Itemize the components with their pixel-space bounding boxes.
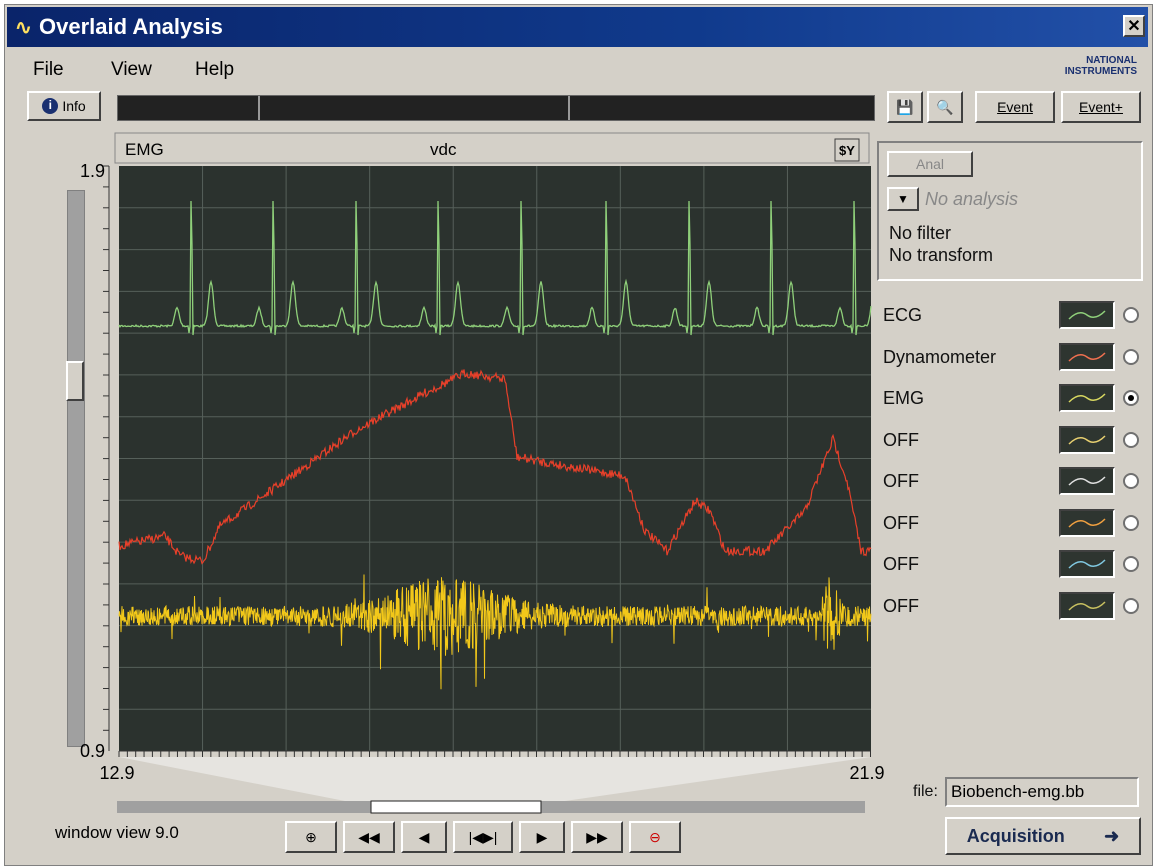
channel-swatch[interactable]	[1059, 342, 1115, 371]
channel-swatch[interactable]	[1059, 467, 1115, 495]
channel-radio[interactable]	[1123, 556, 1139, 572]
zoom-button[interactable]: 🔍	[927, 91, 963, 123]
swatch-line	[1068, 393, 1106, 403]
step-back-button[interactable]: ◀	[401, 821, 447, 853]
window: ∿ Overlaid Analysis ✕ File View Help NAT…	[4, 4, 1153, 866]
channel-swatch[interactable]	[1059, 550, 1115, 578]
rewind-button[interactable]: ◀◀	[343, 821, 395, 853]
swatch-line	[1068, 559, 1106, 569]
slider-thumb[interactable]	[66, 361, 84, 401]
zoom-out-button[interactable]: ⊖	[629, 821, 681, 853]
x-max-label: 21.9	[849, 763, 884, 783]
channel-name: OFF	[883, 554, 919, 574]
channel-radio[interactable]	[1123, 307, 1139, 323]
channel-swatch[interactable]	[1059, 425, 1115, 454]
axis-ticks	[103, 165, 871, 757]
swatch-line	[1068, 476, 1106, 486]
analysis-mode: No analysis	[925, 189, 1019, 209]
channel-radio[interactable]	[1123, 348, 1139, 365]
channel-radio[interactable]	[1123, 514, 1139, 531]
menu-item[interactable]: File	[33, 59, 64, 80]
channel-name: OFF	[883, 471, 919, 491]
playback-controls: ⊕ ◀◀ ◀ |◀▶| ▶ ▶▶ ⊖	[285, 821, 681, 853]
channel-name: ECG	[883, 305, 923, 325]
filter-label: No filter	[889, 223, 952, 243]
y-min-label: 0.9	[80, 741, 105, 761]
channel-swatch[interactable]	[1059, 508, 1115, 537]
channel-name: OFF	[883, 512, 919, 533]
event-plus-button[interactable]: Event+	[1061, 91, 1141, 123]
channel-swatch[interactable]	[1059, 591, 1115, 620]
dynamometer-trace	[118, 369, 872, 565]
window-view: window view 9.0	[55, 823, 179, 842]
forward-button[interactable]: ▶▶	[571, 821, 623, 853]
zoom-funnel	[119, 757, 871, 801]
full-view-button[interactable]: |◀▶|	[453, 821, 513, 853]
acquisition-button[interactable]: Acquisition ➜	[945, 817, 1141, 855]
menu-item[interactable]: View	[111, 59, 152, 80]
channel-radio[interactable]	[1123, 597, 1139, 614]
y-slider[interactable]	[66, 190, 85, 747]
logo: NATIONAL INSTRUMENTS	[1064, 55, 1137, 77]
channel-radio[interactable]	[1123, 390, 1139, 406]
info-button[interactable]: i Info	[27, 91, 101, 121]
analysis-button[interactable]: Anal	[887, 151, 973, 177]
channel-name: OFF	[883, 429, 919, 450]
channel-radio[interactable]	[1123, 431, 1139, 448]
swatch-line	[1068, 434, 1106, 445]
graph-header	[114, 132, 870, 164]
swatch-line	[1068, 351, 1106, 362]
analysis-panel: Anal ▼ No analysis No filter No transfor…	[877, 141, 1143, 281]
y-max-label: 1.9	[80, 161, 105, 181]
ecg-trace	[118, 200, 872, 336]
graph-label: EMG	[125, 140, 164, 159]
analysis-dropdown[interactable]: ▼	[887, 187, 919, 211]
channel-radio[interactable]	[1123, 473, 1139, 489]
graph: EMG vdc $Y 1.9 0.9 12.9 21.9	[80, 132, 885, 814]
channel-name: OFF	[883, 595, 919, 616]
emg-trace	[118, 574, 872, 690]
scale-button[interactable]	[834, 138, 860, 162]
info-label: Info	[62, 98, 86, 114]
grid	[119, 166, 871, 751]
window-title: Overlaid Analysis	[39, 14, 223, 39]
file-field[interactable]: Biobench-emg.bb	[945, 777, 1139, 807]
channel-swatch[interactable]	[1059, 384, 1115, 412]
swatch-line	[1068, 517, 1106, 528]
transform-label: No transform	[889, 245, 994, 265]
graph-unit: vdc	[430, 140, 457, 159]
time-window[interactable]	[370, 800, 542, 814]
channel-name: Dynamometer	[883, 346, 997, 367]
x-min-label: 12.9	[99, 763, 134, 783]
file-label: file:	[913, 783, 938, 800]
swatch-line	[1068, 600, 1106, 611]
event-button[interactable]: Event	[975, 91, 1055, 123]
close-button[interactable]: ✕	[1123, 15, 1145, 37]
channel-name: EMG	[883, 388, 925, 408]
zoom-in-button[interactable]: ⊕	[285, 821, 337, 853]
event-bar[interactable]	[117, 95, 875, 121]
menu-item[interactable]: Help	[195, 59, 235, 80]
scale-button-label: $Y	[839, 143, 855, 158]
title-bar: ∿ Overlaid Analysis ✕	[7, 7, 1148, 47]
step-forward-button[interactable]: ▶	[519, 821, 565, 853]
channel-swatch[interactable]	[1059, 301, 1115, 329]
save-button[interactable]: 💾	[887, 91, 923, 123]
traces	[118, 200, 872, 690]
app-icon: ∿	[15, 17, 32, 39]
acquisition-label: Acquisition	[966, 825, 1065, 846]
swatch-line	[1068, 310, 1106, 320]
